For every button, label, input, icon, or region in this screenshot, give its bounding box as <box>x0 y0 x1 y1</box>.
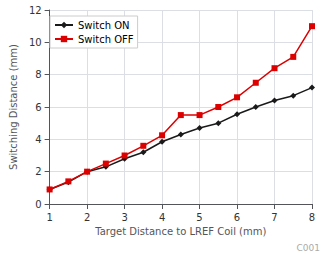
svg-text:4: 4 <box>159 212 165 223</box>
svg-text:6: 6 <box>35 102 41 113</box>
svg-text:2: 2 <box>35 166 41 177</box>
svg-text:Switch ON: Switch ON <box>78 20 130 31</box>
svg-text:12: 12 <box>29 5 42 16</box>
svg-text:7: 7 <box>271 212 277 223</box>
svg-text:Switching Distance (mm): Switching Distance (mm) <box>8 44 19 170</box>
svg-text:Target Distance to LREF Coil (: Target Distance to LREF Coil (mm) <box>94 226 266 237</box>
svg-text:4: 4 <box>35 134 41 145</box>
svg-text:6: 6 <box>234 212 240 223</box>
svg-text:2: 2 <box>84 212 90 223</box>
svg-text:5: 5 <box>196 212 202 223</box>
svg-text:8: 8 <box>309 212 315 223</box>
svg-text:0: 0 <box>35 199 41 210</box>
svg-text:10: 10 <box>29 37 42 48</box>
svg-text:C001: C001 <box>297 243 320 253</box>
svg-text:3: 3 <box>121 212 127 223</box>
svg-text:8: 8 <box>35 69 41 80</box>
svg-text:Switch OFF: Switch OFF <box>78 34 134 45</box>
svg-text:1: 1 <box>46 212 52 223</box>
